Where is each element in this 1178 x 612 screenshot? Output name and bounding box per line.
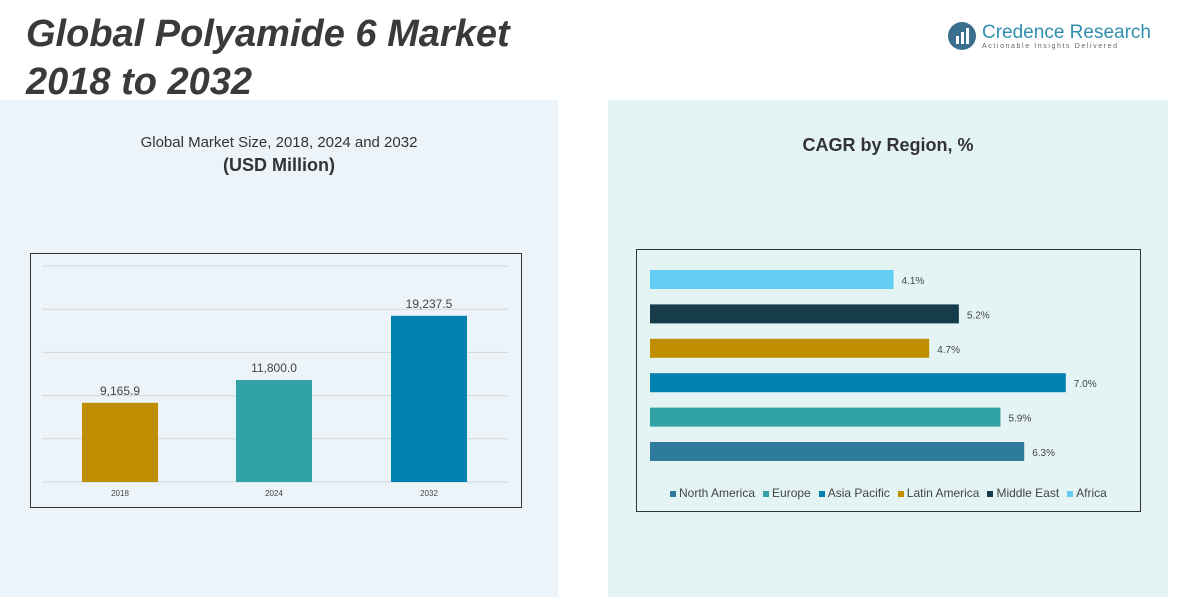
legend-swatch (987, 491, 994, 497)
legend-label: Latin America (906, 486, 980, 500)
data-label: 5.2% (967, 310, 990, 321)
legend-label: Europe (772, 486, 811, 500)
legend-label: Asia Pacific (827, 486, 890, 500)
page-title: Global Polyamide 6 Market 2018 to 2032 (26, 10, 510, 106)
data-label: 6.3% (1032, 448, 1055, 459)
bar-2032 (391, 315, 467, 482)
data-label: 11,800.0 (251, 361, 297, 375)
logo-icon (948, 22, 976, 50)
bar-middle-east (650, 304, 959, 324)
data-label: 9,165.9 (100, 384, 140, 398)
logo-tagline: Actionable Insights Delivered (982, 42, 1119, 50)
bar-asia-pacific (650, 373, 1066, 393)
market-size-unit: (USD Million) (223, 155, 335, 175)
data-label: 4.7% (937, 345, 960, 356)
x-tick-label: 2018 (111, 489, 129, 498)
bar-2018 (82, 402, 158, 482)
legend-swatch (818, 491, 825, 497)
legend-item: Latin America (897, 486, 980, 500)
bar-latin-america (650, 338, 930, 358)
legend-item: Africa (1067, 486, 1107, 500)
data-label: 19,237.5 (406, 297, 453, 311)
legend-label: Africa (1076, 486, 1107, 500)
bar-africa (650, 270, 894, 289)
legend-item: Middle East (987, 486, 1059, 500)
legend-label: Middle East (996, 486, 1060, 500)
data-label: 4.1% (902, 276, 925, 287)
legend-swatch (763, 491, 770, 497)
cagr-chart-frame (636, 249, 1141, 512)
market-size-chart-frame (30, 253, 522, 508)
legend-item: Asia Pacific (818, 486, 890, 500)
legend-label: North America (679, 486, 756, 500)
legend-item: Europe (763, 486, 811, 500)
title-line-1: Global Polyamide 6 Market (26, 13, 510, 55)
bar-2024 (236, 380, 312, 482)
bar-europe (650, 407, 1001, 427)
legend-swatch (670, 491, 676, 497)
title-line-2: 2018 to 2032 (26, 61, 253, 103)
legend-swatch (1067, 491, 1074, 497)
data-label: 5.9% (1008, 414, 1031, 425)
data-label: 7.0% (1074, 379, 1097, 390)
bar-north-america (650, 442, 1025, 461)
logo: Credence Research Actionable Insights De… (948, 22, 1151, 50)
logo-name: Credence Research (982, 21, 1151, 43)
market-size-title: Global Market Size, 2018, 2024 and 2032 (140, 134, 418, 151)
x-tick-label: 2024 (265, 489, 283, 498)
legend-item: North America (670, 486, 755, 500)
cagr-title: CAGR by Region, % (802, 135, 974, 155)
x-tick-label: 2032 (420, 489, 438, 498)
legend-swatch (897, 491, 904, 497)
cagr-legend: North America Europe Asia Pacific Latin Ame… (670, 486, 1107, 500)
